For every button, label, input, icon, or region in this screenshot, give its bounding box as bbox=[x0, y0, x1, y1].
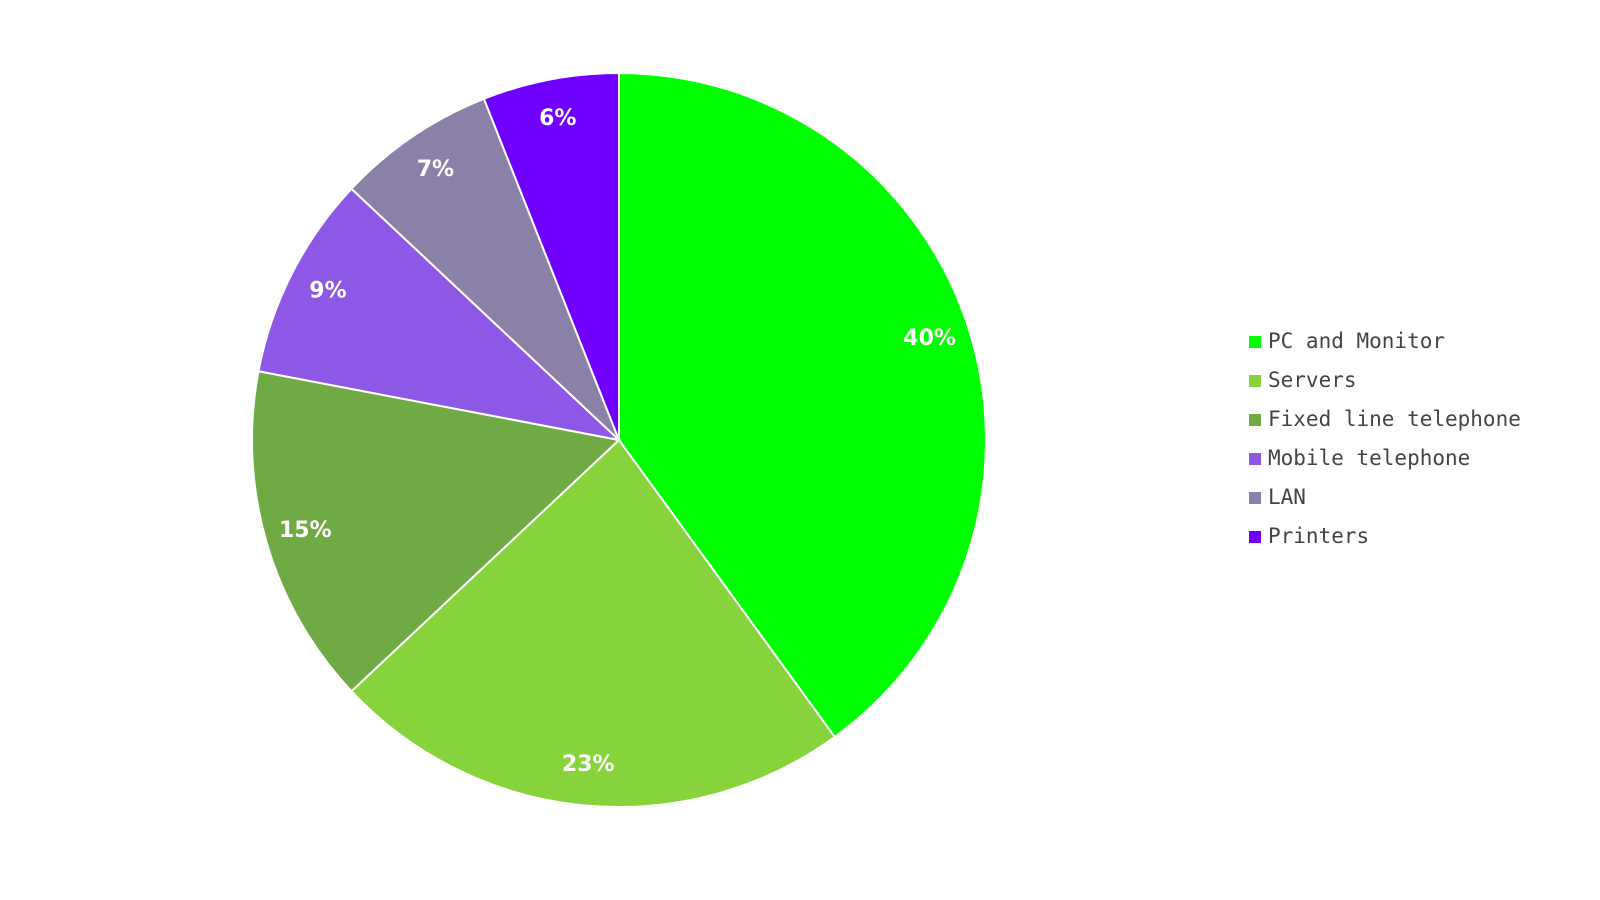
legend-swatch bbox=[1249, 492, 1261, 504]
pie-slice bbox=[251, 370, 622, 693]
legend-label: Printers bbox=[1268, 524, 1369, 548]
pie-slice bbox=[350, 438, 837, 808]
data-label: 7% bbox=[417, 157, 454, 182]
pie-slice bbox=[350, 97, 620, 441]
legend-label: Mobile telephone bbox=[1268, 446, 1470, 470]
pie-slice bbox=[618, 71, 987, 739]
legend-label: Fixed line telephone bbox=[1268, 407, 1521, 431]
data-label: 9% bbox=[309, 279, 346, 304]
legend-label: Servers bbox=[1268, 368, 1357, 392]
legend-swatch bbox=[1249, 336, 1261, 348]
legend-swatch bbox=[1249, 375, 1261, 387]
legend-label: PC and Monitor bbox=[1268, 329, 1445, 353]
pie-slice bbox=[482, 71, 620, 441]
legend-swatch bbox=[1249, 531, 1261, 543]
data-label: 6% bbox=[539, 106, 576, 131]
legend-label: LAN bbox=[1268, 485, 1306, 509]
legend-swatch bbox=[1249, 414, 1261, 426]
pie-slice bbox=[257, 187, 623, 442]
data-label: 40% bbox=[903, 326, 956, 351]
legend-swatch bbox=[1249, 453, 1261, 465]
data-label: 23% bbox=[562, 752, 615, 777]
data-label: 15% bbox=[279, 518, 332, 543]
